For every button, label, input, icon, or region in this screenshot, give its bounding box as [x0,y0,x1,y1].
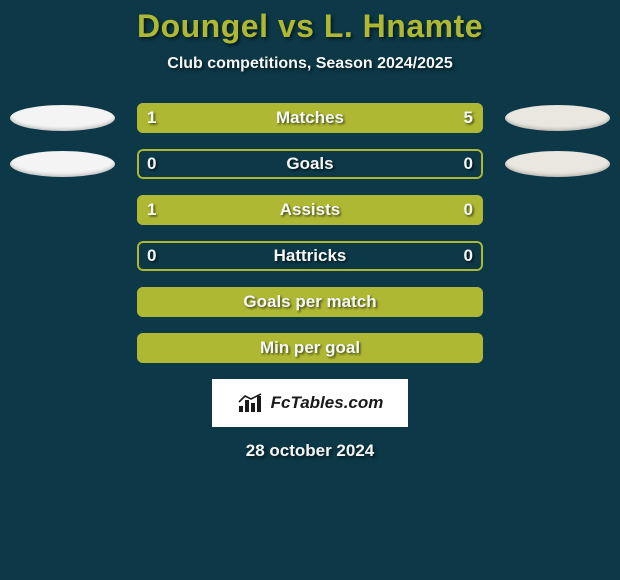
stat-value-left: 1 [147,103,156,133]
stat-label: Goals per match [137,287,483,317]
date-label: 28 october 2024 [0,441,620,461]
bar-chart-icon [237,392,263,414]
left-puck [10,105,115,131]
stat-bar: Assists1 0 [137,195,483,225]
page-title: Doungel vs L. Hnamte [0,0,620,45]
right-puck [505,105,610,131]
stat-row: Assists1 0 [0,195,620,225]
stat-bar: Matches1 5 [137,103,483,133]
stat-label: Matches [137,103,483,133]
stat-bar: Goals per match [137,287,483,317]
stat-label: Assists [137,195,483,225]
stat-value-left: 1 [147,195,156,225]
stat-value-right: 0 [464,195,473,225]
stat-value-left: 0 [147,149,156,179]
stat-value-left: 0 [147,241,156,271]
left-puck [10,151,115,177]
right-puck [505,151,610,177]
stat-value-right: 0 [464,241,473,271]
stat-row: Matches1 5 [0,103,620,133]
stat-bar: Min per goal [137,333,483,363]
stat-bar: Hattricks0 0 [137,241,483,271]
stat-label: Goals [137,149,483,179]
stat-label: Min per goal [137,333,483,363]
stat-label: Hattricks [137,241,483,271]
stat-row: Min per goal [0,333,620,363]
page-subtitle: Club competitions, Season 2024/2025 [0,55,620,73]
fctables-badge: FcTables.com [212,379,408,427]
stats-container: Matches15Goals00Assists10Hattricks00Goal… [0,103,620,363]
stat-row: Hattricks0 0 [0,241,620,271]
stat-value-right: 5 [464,103,473,133]
stat-row: Goals per match [0,287,620,317]
badge-text: FcTables.com [271,393,384,413]
stat-row: Goals0 0 [0,149,620,179]
stat-value-right: 0 [464,149,473,179]
stat-bar: Goals0 0 [137,149,483,179]
